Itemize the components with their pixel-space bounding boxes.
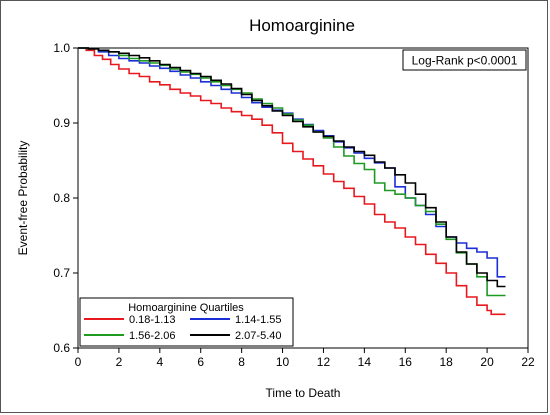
plot-area: 0 2 4 6 8 10 12 14 16 18 20 22 0.6 0.7 0.8 0.9 1.0 bbox=[53, 41, 535, 369]
legend-label-2: 1.56-2.06 bbox=[129, 330, 175, 342]
legend-title: Homoarginine Quartiles bbox=[128, 302, 244, 314]
legend-label-1: 1.14-1.55 bbox=[235, 314, 281, 326]
y-tick-label: 1.0 bbox=[53, 41, 70, 55]
x-tick-label: 2 bbox=[116, 355, 123, 369]
series-layer bbox=[78, 47, 506, 316]
y-axis: 0.6 0.7 0.8 0.9 1.0 bbox=[53, 41, 78, 355]
series-line-2 bbox=[78, 47, 506, 297]
y-tick-label: 0.8 bbox=[53, 191, 70, 205]
y-axis-label: Event-free Probability bbox=[16, 141, 30, 256]
x-tick-label: 14 bbox=[358, 355, 372, 369]
legend-label-3: 2.07-5.40 bbox=[235, 330, 281, 342]
x-tick-label: 16 bbox=[399, 355, 413, 369]
y-tick-label: 0.6 bbox=[53, 341, 70, 355]
y-tick-label: 0.7 bbox=[53, 266, 70, 280]
legend-frame bbox=[79, 297, 294, 347]
series-line-3 bbox=[78, 47, 506, 288]
legend: Homoarginine Quartiles 0.18-1.13 1.14-1.5… bbox=[79, 297, 294, 347]
annotation-frame bbox=[402, 49, 527, 71]
series-line-0 bbox=[78, 47, 506, 316]
legend-label-0: 0.18-1.13 bbox=[129, 314, 175, 326]
x-tick-label: 6 bbox=[197, 355, 204, 369]
x-tick-label: 4 bbox=[156, 355, 163, 369]
x-tick-label: 10 bbox=[276, 355, 290, 369]
x-tick-label: 8 bbox=[238, 355, 245, 369]
x-tick-label: 12 bbox=[317, 355, 331, 369]
legend-entries: 0.18-1.13 1.14-1.55 1.56-2.06 2.07-5.40 bbox=[84, 314, 281, 342]
x-tick-label: 18 bbox=[440, 355, 454, 369]
x-tick-label: 22 bbox=[521, 355, 535, 369]
x-axis: 0 2 4 6 8 10 12 14 16 18 20 22 bbox=[75, 348, 535, 369]
y-tick-label: 0.9 bbox=[53, 116, 70, 130]
chart-title: Homoarginine bbox=[249, 16, 355, 35]
annotation-text: Log-Rank p<0.0001 bbox=[412, 54, 518, 68]
logrank-annotation: Log-Rank p<0.0001 bbox=[402, 49, 527, 71]
x-tick-label: 0 bbox=[75, 355, 82, 369]
series-line-1 bbox=[78, 47, 506, 278]
x-axis-label: Time to Death bbox=[266, 386, 341, 400]
x-tick-label: 20 bbox=[480, 355, 494, 369]
